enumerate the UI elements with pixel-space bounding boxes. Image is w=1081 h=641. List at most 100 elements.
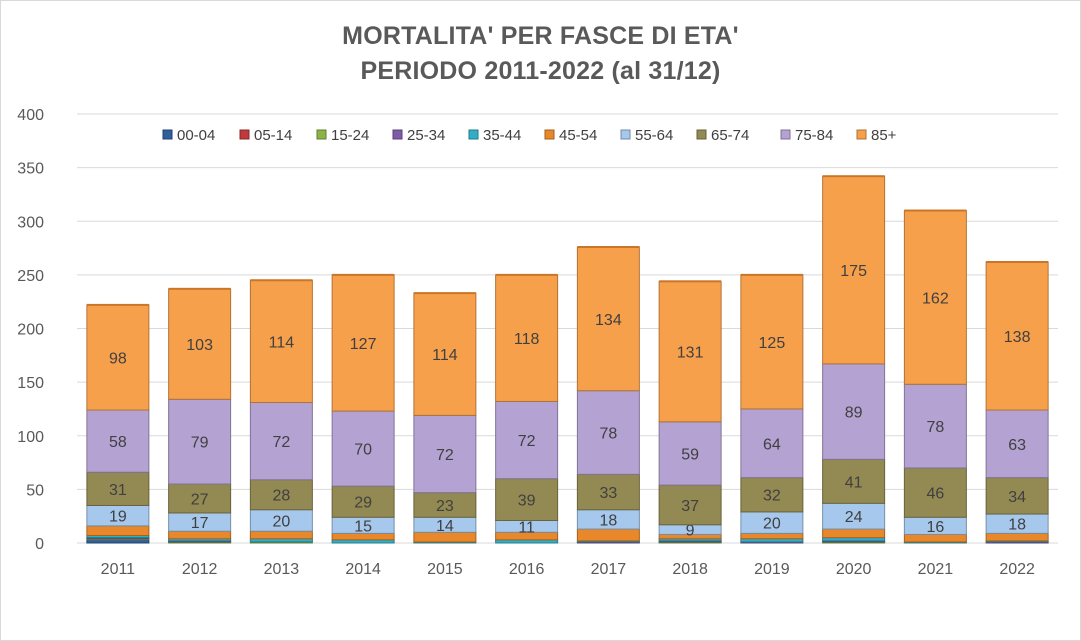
x-tick-label-2013: 2013 — [264, 561, 300, 578]
data-label-2018-75-84: 59 — [681, 446, 699, 463]
bar-top-cap-2013 — [250, 279, 313, 282]
bar-segment-2020-55-64 — [822, 502, 886, 530]
data-label-2022-65-74: 34 — [1008, 489, 1026, 506]
data-label-2014-65-74: 29 — [354, 495, 372, 512]
bar-top-cap-2022 — [986, 261, 1049, 264]
bar-top-cap-2017 — [577, 245, 640, 248]
data-label-2016-65-74: 39 — [518, 493, 536, 510]
x-tick-label-2011: 2011 — [101, 561, 136, 578]
y-tick-label-300: 300 — [17, 214, 44, 231]
data-label-2022-85+: 138 — [1004, 329, 1031, 346]
bar-segment-2012-85+ — [168, 288, 232, 400]
data-label-2020-65-74: 41 — [845, 474, 863, 491]
x-tick-label-2017: 2017 — [591, 561, 627, 578]
y-tick-label-100: 100 — [17, 429, 44, 446]
bar-top-cap-2018 — [659, 280, 722, 283]
data-label-2012-75-84: 79 — [191, 435, 209, 452]
legend-swatch-55-64 — [620, 129, 631, 140]
legend-swatch-15-24 — [316, 129, 327, 140]
legend-label-85+: 85+ — [871, 127, 897, 144]
x-tick-label-2019: 2019 — [754, 561, 790, 578]
chart-title-line-1: MORTALITA' PER FASCE DI ETA' — [342, 22, 739, 50]
bar-segment-2018-85+ — [658, 280, 722, 423]
bar-segment-2013-75-84 — [249, 402, 313, 481]
bar-segment-2019-75-84 — [740, 408, 804, 479]
data-label-2017-55-64: 18 — [599, 512, 617, 529]
legend-swatch-65-74 — [696, 129, 707, 140]
bar-segment-2011-45-54 — [86, 525, 150, 536]
y-tick-label-150: 150 — [17, 375, 44, 392]
data-label-2020-75-84: 89 — [845, 405, 863, 422]
x-tick-label-2016: 2016 — [509, 561, 545, 578]
bar-segment-2017-85+ — [576, 246, 640, 392]
data-label-2017-65-74: 33 — [599, 485, 617, 502]
data-label-2021-65-74: 46 — [926, 486, 944, 503]
bar-segment-2011-75-84 — [86, 409, 150, 473]
bar-top-cap-2011 — [86, 303, 149, 306]
bar-segment-2017-45-54 — [576, 528, 640, 542]
data-label-2016-75-84: 72 — [518, 433, 536, 450]
legend-swatch-35-44 — [468, 129, 479, 140]
legend-label-15-24: 15-24 — [331, 127, 369, 144]
data-label-2014-55-64: 15 — [354, 518, 372, 535]
bar-segment-2014-75-84 — [331, 410, 395, 487]
data-label-2018-65-74: 37 — [681, 498, 699, 515]
legend-label-25-34: 25-34 — [407, 127, 445, 144]
bar-segment-2020-85+ — [822, 175, 886, 365]
data-label-2011-85+: 98 — [109, 350, 127, 367]
data-label-2021-85+: 162 — [922, 290, 949, 307]
data-label-2015-85+: 114 — [432, 347, 458, 364]
legend-swatch-45-54 — [544, 129, 555, 140]
legend-label-55-64: 55-64 — [635, 127, 673, 144]
y-tick-label-400: 400 — [17, 107, 44, 124]
x-tick-label-2018: 2018 — [672, 561, 708, 578]
bar-segment-2011-65-74 — [86, 471, 150, 506]
bar-top-cap-2020 — [822, 175, 885, 178]
legend-swatch-75-84 — [780, 129, 791, 140]
bar-top-cap-2015 — [413, 292, 476, 295]
data-label-2013-75-84: 72 — [272, 434, 290, 451]
bar-segment-2018-75-84 — [658, 421, 722, 486]
data-label-2019-55-64: 20 — [763, 516, 781, 533]
legend-swatch-05-14 — [239, 129, 250, 140]
legend-swatch-25-34 — [392, 129, 403, 140]
data-label-2015-75-84: 72 — [436, 447, 454, 464]
bar-top-cap-2014 — [332, 273, 395, 276]
bar-segment-2012-65-74 — [168, 483, 232, 514]
bar-segment-2013-85+ — [249, 279, 313, 404]
data-label-2020-55-64: 24 — [845, 509, 863, 526]
bar-segment-2014-65-74 — [331, 485, 395, 518]
legend-label-75-84: 75-84 — [795, 127, 833, 144]
bar-segment-2016-65-74 — [495, 478, 559, 521]
chart-title-line-2: PERIODO 2011-2022 (al 31/12) — [360, 57, 721, 85]
bar-segment-2012-45-54 — [168, 530, 232, 540]
bar-segment-2021-65-74 — [903, 467, 967, 518]
bar-top-cap-2019 — [740, 273, 803, 276]
bar-segment-2021-75-84 — [903, 383, 967, 469]
bar-segment-2013-65-74 — [249, 479, 313, 511]
data-label-2017-75-84: 78 — [599, 426, 617, 443]
x-tick-label-2020: 2020 — [836, 561, 872, 578]
data-label-2011-55-64: 19 — [109, 509, 127, 526]
data-label-2013-65-74: 28 — [272, 488, 290, 505]
y-tick-label-350: 350 — [17, 161, 44, 178]
bar-segment-2017-75-84 — [576, 390, 640, 475]
bar-segment-2022-75-84 — [985, 409, 1049, 479]
data-label-2012-65-74: 27 — [191, 491, 209, 508]
data-label-2014-75-84: 70 — [354, 442, 372, 459]
bar-top-cap-2012 — [168, 287, 231, 290]
y-tick-label-0: 0 — [35, 536, 44, 553]
y-tick-label-200: 200 — [17, 322, 44, 339]
data-label-2021-75-84: 78 — [926, 419, 944, 436]
legend-label-05-14: 05-14 — [254, 127, 292, 144]
bar-segment-2015-85+ — [413, 292, 477, 416]
bar-segment-2021-85+ — [903, 210, 967, 385]
data-label-2012-85+: 103 — [186, 337, 213, 354]
data-label-2020-85+: 175 — [840, 263, 867, 280]
bar-segment-2014-85+ — [331, 274, 395, 412]
data-label-2016-85+: 118 — [514, 331, 540, 348]
x-tick-label-2021: 2021 — [918, 561, 954, 578]
bar-segment-2019-45-54 — [740, 532, 804, 540]
y-tick-label-50: 50 — [26, 482, 44, 499]
